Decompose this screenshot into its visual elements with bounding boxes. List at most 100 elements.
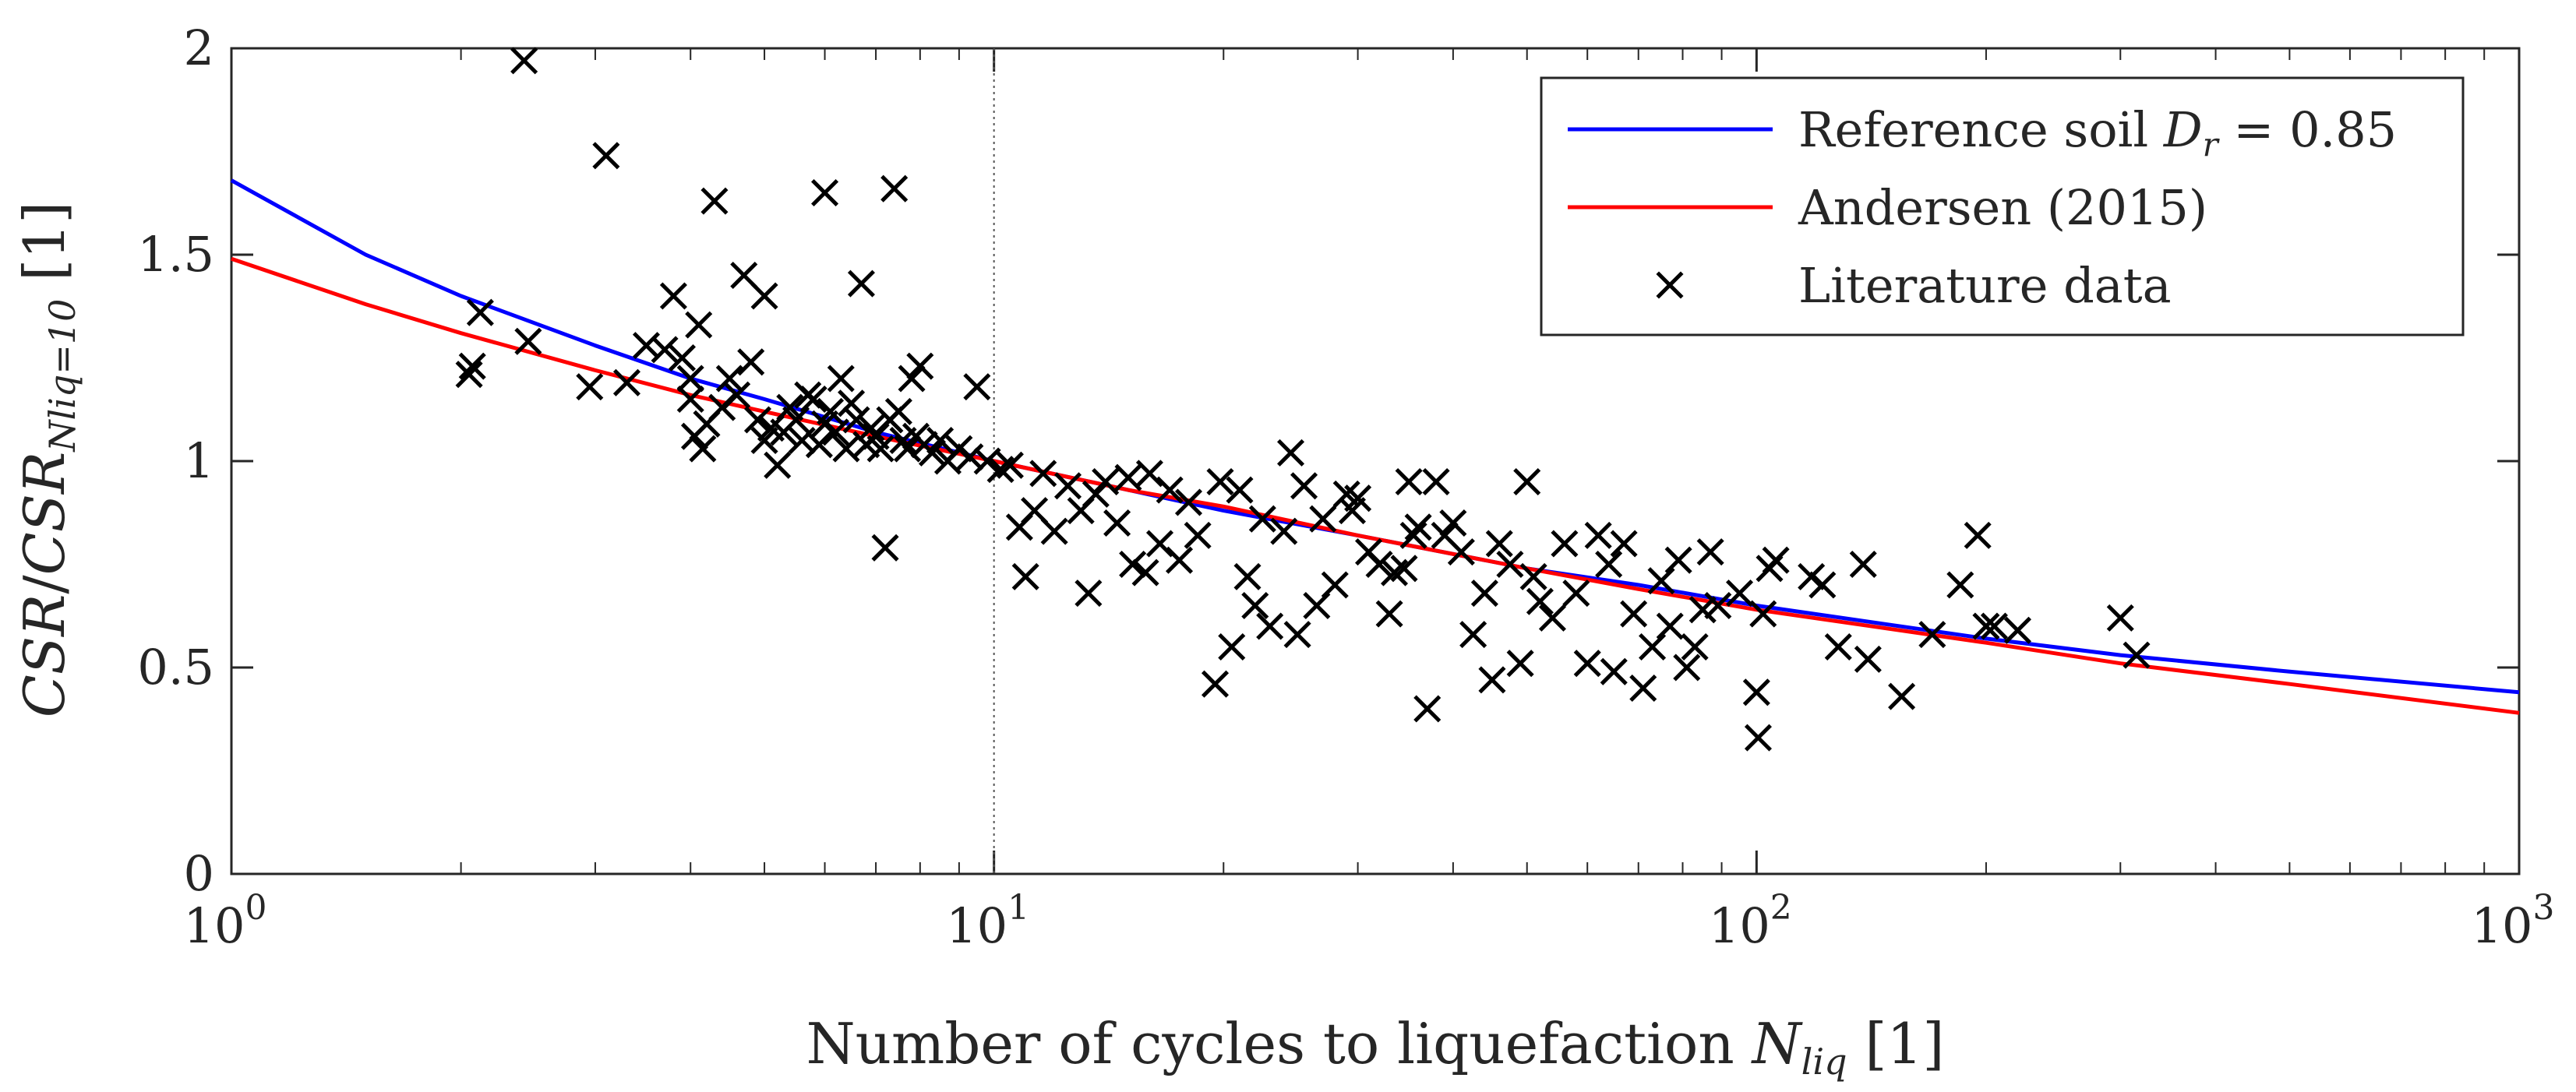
literature-marker-111 — [1395, 467, 1423, 496]
literature-marker-161 — [1964, 521, 1992, 549]
literature-marker-152 — [1762, 546, 1790, 574]
literature-marker-77 — [1092, 467, 1120, 496]
y-tick-label-1: 0.5 — [137, 639, 214, 696]
literature-marker-75 — [1075, 579, 1103, 608]
literature-marker-5 — [576, 373, 604, 401]
literature-marker-160 — [1946, 571, 1974, 599]
y-tick-label-4: 2 — [184, 19, 214, 76]
literature-marker-88 — [1201, 670, 1230, 698]
literature-marker-157 — [1854, 645, 1882, 673]
literature-marker-148 — [1742, 678, 1770, 706]
x-tick-label-0: 100 — [184, 888, 267, 954]
literature-marker-121 — [1478, 666, 1506, 694]
literature-marker-102 — [1321, 571, 1349, 599]
literature-marker-49 — [871, 534, 899, 562]
literature-marker-124 — [1506, 650, 1534, 678]
y-axis-title-sub: Nliq=10 — [41, 299, 83, 453]
literature-marker-97 — [1276, 439, 1305, 467]
literature-marker-99 — [1290, 472, 1318, 500]
literature-marker-117 — [1439, 509, 1467, 537]
x-tick-label-exp-1: 1 — [1007, 888, 1029, 928]
literature-marker-146 — [1704, 591, 1732, 620]
literature-marker-18 — [700, 187, 729, 215]
x-axis-title-unit: [1] — [1847, 1011, 1945, 1076]
y-axis-title-slash: / — [12, 575, 77, 594]
y-tick-label-0: 0 — [184, 845, 214, 902]
x-axis-title: Number of cycles to liquefaction Nliq [1… — [806, 1011, 1945, 1083]
literature-marker-141 — [1664, 546, 1692, 574]
literature-marker-43 — [842, 406, 870, 434]
literature-marker-159 — [1918, 621, 1946, 649]
literature-marker-23 — [737, 348, 765, 376]
literature-marker-104 — [1338, 497, 1367, 525]
legend-label-reference-math: D — [2163, 101, 2203, 158]
literature-marker-119 — [1459, 621, 1487, 649]
literature-marker-164 — [2003, 616, 2031, 644]
literature-marker-130 — [1562, 579, 1590, 608]
literature-marker-9 — [651, 336, 679, 364]
literature-marker-123 — [1496, 550, 1524, 579]
x-axis-title-sub: liq — [1801, 1041, 1847, 1083]
literature-marker-12 — [676, 365, 704, 393]
literature-marker-34 — [799, 385, 827, 414]
literature-marker-122 — [1485, 530, 1513, 558]
literature-marker-91 — [1226, 476, 1254, 504]
literature-marker-69 — [1011, 562, 1039, 590]
y-axis-title-csr-ref: CSR — [12, 452, 77, 576]
x-tick-label-2: 102 — [1709, 888, 1792, 954]
literature-marker-87 — [1184, 521, 1212, 549]
literature-marker-108 — [1375, 600, 1403, 628]
literature-marker-166 — [2123, 641, 2151, 669]
literature-marker-38 — [817, 397, 845, 425]
x-tick-label-1: 101 — [946, 888, 1029, 954]
literature-marker-90 — [1218, 632, 1246, 661]
literature-marker-165 — [2106, 604, 2134, 632]
literature-marker-57 — [906, 352, 934, 380]
literature-marker-139 — [1647, 567, 1675, 595]
y-axis-title-csr: CSR — [12, 594, 77, 718]
literature-marker-154 — [1808, 571, 1837, 599]
literature-marker-142 — [1673, 653, 1701, 682]
literature-marker-80 — [1119, 550, 1147, 579]
literature-marker-93 — [1241, 591, 1269, 620]
literature-marker-110 — [1390, 555, 1418, 583]
literature-marker-101 — [1309, 505, 1337, 533]
literature-marker-126 — [1519, 562, 1547, 590]
literature-marker-70 — [1021, 497, 1049, 525]
literature-marker-134 — [1600, 657, 1628, 685]
literature-markers — [455, 47, 2151, 752]
literature-marker-51 — [880, 174, 909, 203]
literature-marker-144 — [1689, 596, 1717, 624]
literature-marker-82 — [1135, 460, 1163, 488]
literature-marker-84 — [1156, 476, 1184, 504]
legend-swatch-literature — [1656, 271, 1684, 299]
literature-marker-98 — [1283, 621, 1311, 649]
literature-marker-137 — [1629, 674, 1657, 703]
x-axis-title-text: Number of cycles to liquefaction — [806, 1011, 1752, 1076]
literature-marker-133 — [1595, 550, 1623, 579]
x-tick-label-base-0: 10 — [184, 897, 245, 954]
literature-marker-113 — [1404, 513, 1432, 541]
literature-marker-89 — [1206, 467, 1234, 496]
literature-marker-44 — [847, 269, 875, 298]
literature-marker-60 — [926, 426, 955, 455]
literature-marker-13 — [676, 385, 704, 414]
literature-marker-30 — [776, 393, 804, 421]
literature-marker-149 — [1744, 724, 1772, 752]
literature-marker-36 — [811, 178, 839, 207]
x-tick-label-exp-3: 3 — [2532, 888, 2554, 928]
literature-marker-136 — [1620, 600, 1648, 628]
y-axis-title-unit: [1] — [12, 202, 77, 299]
literature-marker-79 — [1114, 463, 1142, 491]
literature-marker-71 — [1029, 460, 1057, 488]
y-tick-label-3: 1.5 — [137, 226, 214, 283]
literature-marker-76 — [1082, 480, 1110, 508]
literature-marker-115 — [1422, 467, 1450, 496]
literature-marker-73 — [1053, 472, 1082, 500]
literature-marker-3 — [510, 47, 538, 75]
literature-marker-4 — [514, 327, 542, 355]
x-tick-label-exp-2: 2 — [1770, 888, 1792, 928]
literature-marker-143 — [1681, 632, 1709, 661]
